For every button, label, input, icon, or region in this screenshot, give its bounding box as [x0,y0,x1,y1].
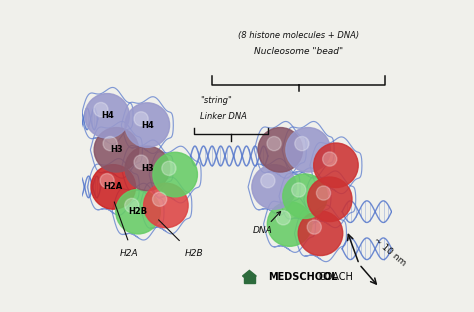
Text: DNA: DNA [253,212,281,235]
Circle shape [103,136,117,151]
Circle shape [94,128,139,172]
Circle shape [134,112,148,126]
Circle shape [317,186,331,200]
Circle shape [252,165,296,209]
Circle shape [267,202,312,246]
Circle shape [125,198,139,212]
Circle shape [295,136,309,151]
Circle shape [314,143,358,188]
Text: H4: H4 [141,120,154,129]
Polygon shape [243,271,256,281]
Circle shape [286,128,330,172]
Circle shape [283,174,327,218]
Circle shape [308,177,352,222]
Text: (8 histone molecules + DNA): (8 histone molecules + DNA) [238,32,359,41]
Circle shape [134,155,148,169]
Circle shape [91,165,136,209]
Circle shape [323,152,337,166]
Text: Nucleosome "bead": Nucleosome "bead" [254,47,343,56]
Text: H3: H3 [141,164,154,173]
Circle shape [267,136,281,151]
Text: H2A: H2A [104,183,123,192]
Circle shape [116,189,160,234]
Text: "string": "string" [200,96,232,105]
Circle shape [298,211,343,256]
Text: H3: H3 [110,145,123,154]
FancyBboxPatch shape [244,276,255,283]
Text: H2B: H2B [184,249,203,258]
Circle shape [261,173,275,188]
Circle shape [292,183,306,197]
Circle shape [94,102,108,117]
Circle shape [125,146,170,191]
Text: H4: H4 [101,111,113,120]
Circle shape [153,152,197,197]
Circle shape [162,161,176,175]
Text: ~ 10 nm: ~ 10 nm [372,236,407,268]
Text: H2A: H2A [119,249,138,258]
Circle shape [85,94,129,138]
Circle shape [153,192,167,206]
Circle shape [276,211,291,225]
Text: H2B: H2B [128,207,147,216]
Text: COACH: COACH [319,272,354,282]
Circle shape [258,128,302,172]
Circle shape [100,173,114,188]
Circle shape [144,183,188,228]
Text: Linker DNA: Linker DNA [200,112,247,121]
Circle shape [125,103,170,147]
Circle shape [307,220,321,234]
Text: MEDSCHOOL: MEDSCHOOL [268,272,337,282]
